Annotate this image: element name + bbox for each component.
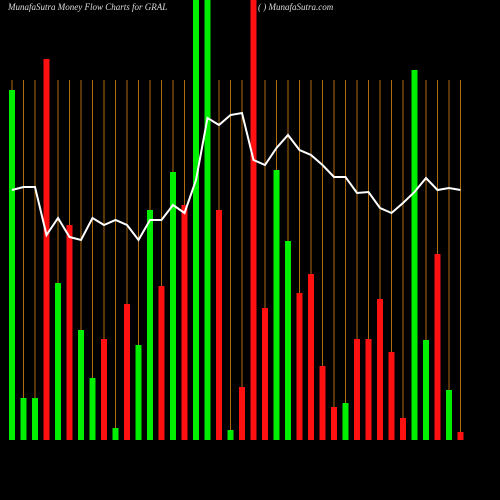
bar (411, 70, 418, 440)
bar (331, 407, 337, 440)
bar (296, 293, 303, 440)
bar (147, 210, 153, 440)
bar (285, 241, 291, 440)
bar (342, 403, 349, 440)
bar (434, 254, 441, 440)
bar (112, 428, 119, 440)
bar (101, 339, 107, 440)
bar (262, 308, 268, 440)
bar (319, 366, 326, 440)
bar (204, 0, 211, 440)
bar (32, 398, 38, 440)
bar (377, 299, 383, 440)
bar (9, 90, 15, 440)
bar (354, 339, 360, 440)
bar (423, 340, 429, 440)
bar (78, 330, 84, 440)
bar (55, 283, 61, 440)
bar (227, 430, 234, 440)
bar (388, 352, 395, 440)
money-flow-line (11, 111, 461, 242)
bar (135, 345, 142, 440)
bar (20, 398, 27, 440)
bar (158, 286, 165, 440)
bar (124, 304, 130, 440)
bar (457, 432, 464, 440)
bar (250, 0, 257, 440)
bar (400, 418, 406, 440)
bar (446, 390, 452, 440)
bar (365, 339, 372, 440)
bar (43, 59, 50, 440)
bar (89, 378, 96, 440)
bar (66, 225, 73, 440)
bar (181, 205, 188, 440)
bar (273, 170, 280, 440)
bar (216, 210, 222, 440)
bar (193, 0, 199, 440)
bar (308, 274, 314, 440)
bar (170, 172, 176, 440)
bar (239, 387, 245, 440)
chart-subtitle: ( ) MunafaSutra.com (258, 2, 334, 12)
chart-title: MunafaSutra Money Flow Charts for GRAL (7, 2, 167, 12)
